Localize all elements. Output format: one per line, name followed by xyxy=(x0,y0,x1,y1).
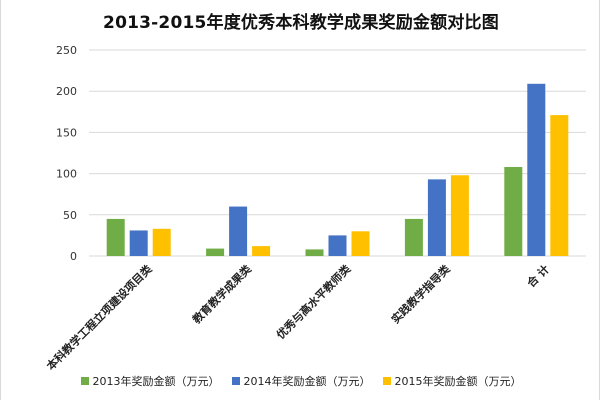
y-tick-label: 100 xyxy=(56,168,77,181)
legend-item: 2015年奖励金额（万元） xyxy=(382,373,522,389)
y-axis-ticks: 0 50 100 150 200 250 xyxy=(56,44,77,263)
bar xyxy=(206,248,225,256)
bar xyxy=(305,249,324,256)
x-category-label: 实践教学指导类 xyxy=(388,261,453,326)
legend-item: 2013年奖励金额（万元） xyxy=(80,373,220,389)
y-tick-label: 250 xyxy=(56,44,77,57)
x-category-label: 合 计 xyxy=(524,262,552,290)
bar xyxy=(550,115,569,256)
bar xyxy=(527,83,546,256)
bar xyxy=(152,228,171,256)
bar xyxy=(252,246,271,256)
legend-label: 2014年奖励金额（万元） xyxy=(243,375,371,388)
bar xyxy=(504,167,523,256)
legend-swatch xyxy=(382,377,391,385)
legend-swatch xyxy=(231,377,240,385)
x-category-label: 教育教学成果类 xyxy=(189,261,255,327)
legend-label: 2013年奖励金额（万元） xyxy=(92,375,220,388)
legend-swatch xyxy=(80,377,89,385)
bars xyxy=(106,83,569,256)
legend: 2013年奖励金额（万元） 2014年奖励金额（万元） 2015年奖励金额（万元） xyxy=(1,373,600,389)
x-category-label: 本科教学工程立项建设项目类 xyxy=(43,261,155,373)
y-tick-label: 50 xyxy=(63,209,77,222)
bar xyxy=(427,179,446,256)
y-tick-label: 0 xyxy=(70,250,77,263)
bar xyxy=(229,206,248,256)
bar xyxy=(106,218,125,256)
x-category-label: 优秀与高水平教师类 xyxy=(273,261,354,342)
bar xyxy=(404,218,423,256)
y-tick-label: 200 xyxy=(56,85,77,98)
x-axis-labels: 本科教学工程立项建设项目类 教育教学成果类 优秀与高水平教师类 实践教学指导类 合 计 xyxy=(43,261,552,373)
bar xyxy=(450,175,469,256)
bar xyxy=(351,231,370,256)
bar xyxy=(328,235,347,256)
bar xyxy=(129,230,148,256)
legend-label: 2015年奖励金额（万元） xyxy=(394,375,522,388)
y-tick-label: 150 xyxy=(56,126,77,139)
legend-item: 2014年奖励金额（万元） xyxy=(231,373,371,389)
chart-title: 2013-2015年度优秀本科教学成果奖励金额对比图 xyxy=(103,13,499,33)
